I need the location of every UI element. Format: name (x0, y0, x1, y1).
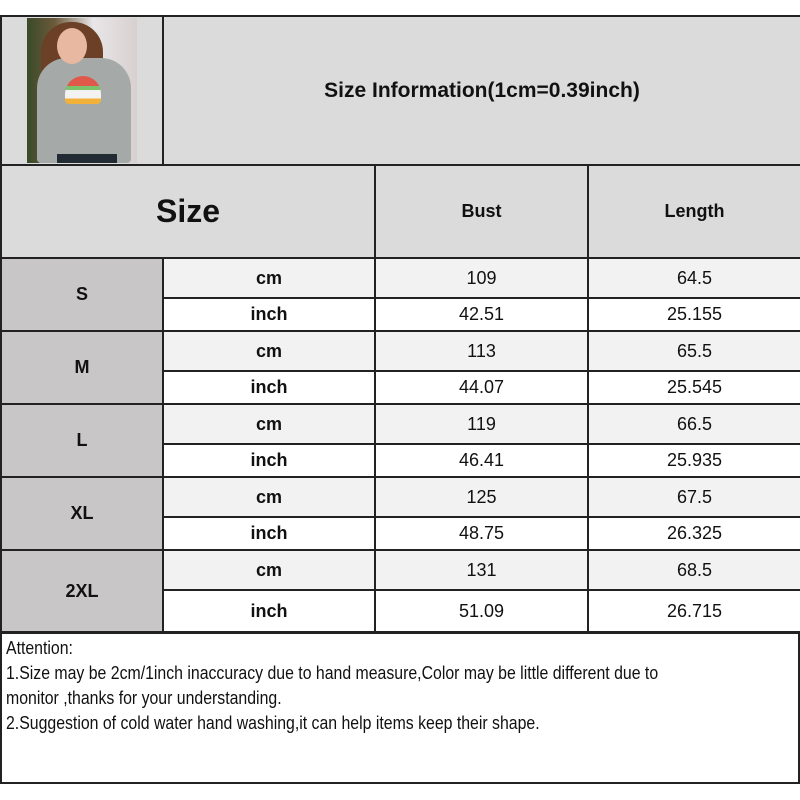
bust-cm: 125 (374, 476, 589, 518)
bust-inch: 46.41 (374, 443, 589, 478)
chart-title: Size Information(1cm=0.39inch) (162, 15, 800, 166)
unit-inch: inch (162, 297, 376, 332)
bust-cm: 113 (374, 330, 589, 372)
unit-cm: cm (162, 330, 376, 372)
attention-line-1-cont: monitor ,thanks for your understanding. (6, 688, 282, 708)
bust-header: Bust (374, 164, 589, 259)
unit-cm: cm (162, 476, 376, 518)
length-header: Length (587, 164, 800, 259)
bust-inch: 48.75 (374, 516, 589, 551)
bust-inch: 42.51 (374, 297, 589, 332)
length-cm: 66.5 (587, 403, 800, 445)
length-inch: 25.545 (587, 370, 800, 405)
attention-heading: Attention: (6, 638, 73, 658)
size-chart-table: Size Information(1cm=0.39inch) Size Bust… (0, 15, 800, 633)
size-label: M (0, 330, 164, 405)
length-inch: 26.715 (587, 589, 800, 633)
length-cm: 68.5 (587, 549, 800, 591)
unit-inch: inch (162, 443, 376, 478)
unit-cm: cm (162, 403, 376, 445)
size-label: XL (0, 476, 164, 551)
table-row: inch 51.09 26.715 (1, 589, 800, 633)
attention-line-2: 2.Suggestion of cold water hand washing,… (6, 713, 540, 733)
size-header: Size (0, 164, 376, 259)
table-row: XL cm 125 67.5 (0, 476, 800, 551)
size-label: 2XL (0, 549, 164, 633)
size-label: L (0, 403, 164, 478)
bust-cm: 109 (374, 257, 589, 299)
table-row: 2XL cm 131 68.5 (0, 549, 800, 633)
length-inch: 26.325 (587, 516, 800, 551)
length-cm: 65.5 (587, 330, 800, 372)
table-row: M cm 113 65.5 (0, 330, 800, 405)
unit-cm: cm (162, 257, 376, 299)
table-row: S cm 109 64.5 (0, 257, 800, 332)
product-photo (27, 18, 137, 163)
unit-inch: inch (162, 370, 376, 405)
bust-cm: 131 (374, 549, 589, 591)
length-cm: 64.5 (587, 257, 800, 299)
attention-line-1: 1.Size may be 2cm/1inch inaccuracy due t… (6, 663, 659, 683)
product-image-cell (0, 15, 164, 166)
bust-inch: 44.07 (374, 370, 589, 405)
unit-cm: cm (162, 549, 376, 591)
unit-inch: inch (162, 516, 376, 551)
bust-cm: 119 (374, 403, 589, 445)
unit-inch: inch (162, 589, 376, 633)
table-row: inch 48.75 26.325 (1, 516, 800, 551)
length-cm: 67.5 (587, 476, 800, 518)
length-inch: 25.935 (587, 443, 800, 478)
table-row: L cm 119 66.5 (0, 403, 800, 478)
attention-note: Attention: 1.Size may be 2cm/1inch inacc… (0, 632, 800, 784)
size-label: S (0, 257, 164, 332)
length-inch: 25.155 (587, 297, 800, 332)
table-row: inch 46.41 25.935 (1, 443, 800, 478)
bust-inch: 51.09 (374, 589, 589, 633)
table-row: inch 44.07 25.545 (1, 370, 800, 405)
